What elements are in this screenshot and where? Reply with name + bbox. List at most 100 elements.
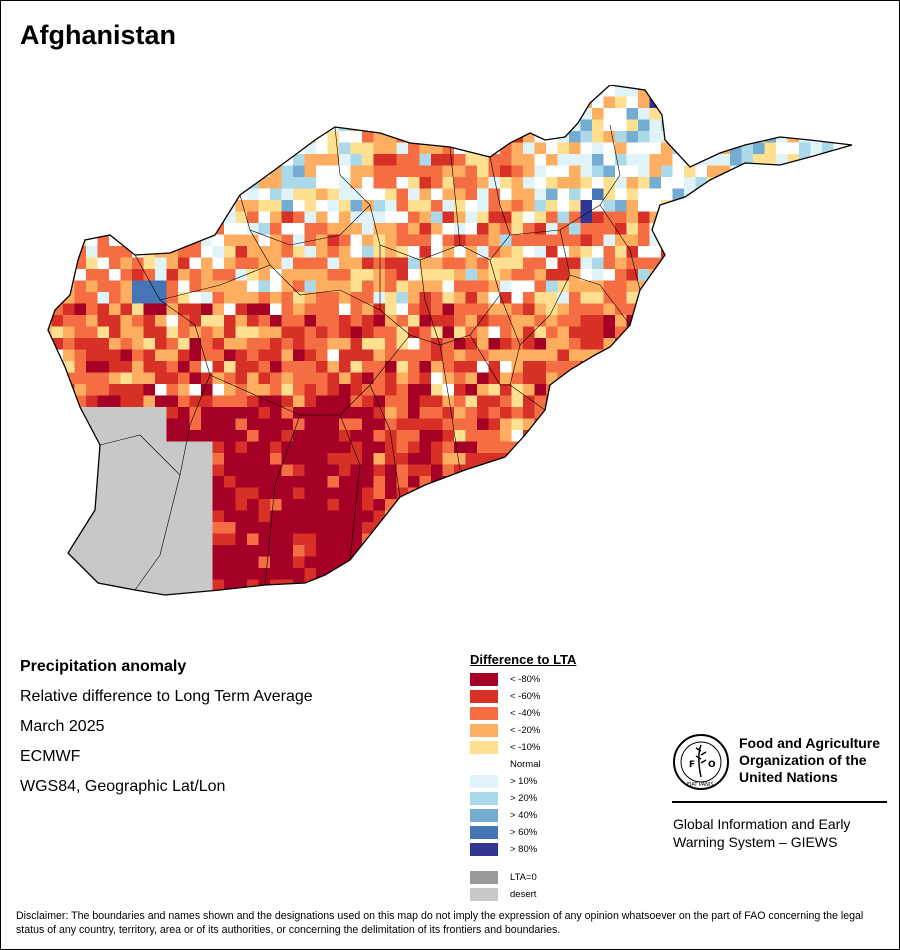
map-cell [224,96,236,109]
map-cell [857,97,861,109]
map-cell [833,487,846,500]
map-cell [592,246,604,258]
map-cell [822,522,834,534]
map-cell [51,280,64,293]
map-cell [143,154,156,166]
map-cell [477,108,489,120]
map-cell [373,384,386,396]
map-cell [822,85,834,97]
map-cell [592,476,604,488]
map-cell [385,533,397,546]
map-cell [672,545,685,557]
map-cell [431,108,443,120]
map-cell [396,476,409,488]
map-cell [316,154,328,166]
map-cell [212,119,225,132]
map-cell [626,568,639,580]
map-cell [178,119,190,132]
map-cell [408,292,420,304]
map-cell [810,177,823,189]
map-cell [799,177,811,189]
map-cell [155,303,167,316]
map-cell [707,476,719,488]
map-cell [857,442,861,454]
map-cell [327,200,340,212]
map-cell [511,545,524,557]
map-cell [500,349,512,362]
map-cell [74,315,87,327]
map-cell [396,211,409,224]
map-cell [649,154,662,166]
map-cell [799,568,811,580]
map-cell [97,326,110,339]
map-cell [373,292,386,304]
map-cell [304,292,317,304]
map-cell [270,395,282,408]
map-cell [603,188,616,201]
map-area [40,85,860,605]
map-cell [327,349,340,362]
map-cell [327,441,340,454]
map-cell [592,384,604,396]
map-cell [327,131,340,143]
map-cell [500,246,512,258]
map-cell [431,418,443,431]
map-cell [764,326,777,339]
map-cell [741,556,754,569]
map-cell [48,119,52,132]
map-cell [615,430,627,442]
map-cell [155,131,167,143]
map-cell [316,257,328,270]
map-cell [86,119,98,132]
map-cell [373,579,386,592]
map-cell [592,441,604,454]
map-cell [488,556,501,569]
map-cell [799,384,811,396]
map-cell [442,131,455,143]
map-cell [247,372,259,385]
map-cell [48,131,52,143]
map-cell [603,246,616,258]
legend-swatch [470,707,498,720]
map-cell [166,108,179,120]
map-cell [304,246,317,258]
map-cell [281,177,294,189]
map-cell [86,430,98,442]
map-cell [465,188,478,201]
map-cell [201,568,213,580]
map-cell [224,108,236,120]
map-cell [626,119,639,132]
map-cell [178,441,190,454]
map-cell [339,476,351,488]
map-cell [166,384,179,396]
map-cell [603,154,616,166]
map-cell [304,326,317,339]
map-cell [293,119,305,132]
map-cell [74,303,87,316]
map-cell [385,487,397,500]
map-cell [580,579,593,592]
map-cell [454,361,466,373]
map-cell [373,315,386,327]
map-cell [477,292,489,304]
map-cell [109,223,121,235]
map-cell [143,85,156,97]
map-cell [258,407,271,419]
map-cell [74,338,87,350]
map-cell [557,499,570,511]
map-cell [339,315,351,327]
map-cell [695,326,708,339]
map-cell [362,85,374,97]
map-cell [98,603,110,606]
map-cell [672,510,685,523]
map-cell [396,579,409,592]
legend-label: > 60% [510,827,538,838]
map-cell [615,510,627,523]
map-cell [431,349,443,362]
map-cell [534,510,547,523]
map-cell [281,533,294,546]
map-cell [845,603,857,606]
map-cell [799,165,811,178]
map-cell [592,131,604,143]
map-cell [626,418,639,431]
